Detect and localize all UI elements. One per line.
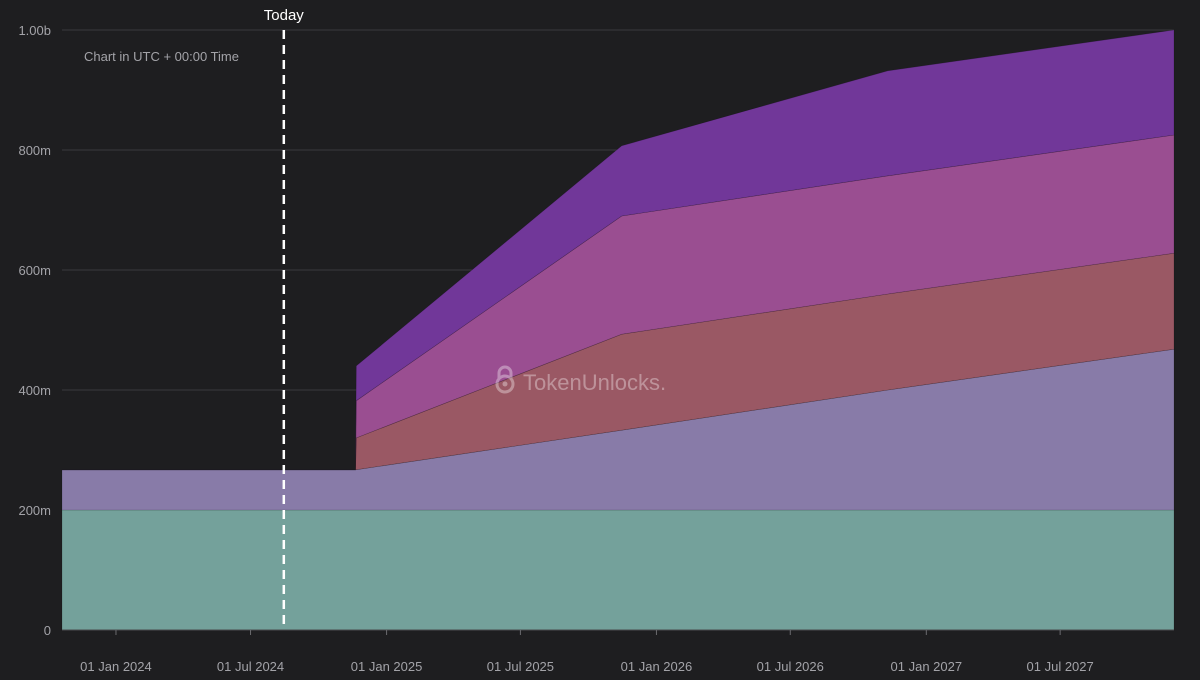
area-layer [61,29,1175,631]
y-tick-label: 0 [44,623,51,638]
chart-timezone-note: Chart in UTC + 00:00 Time [84,49,239,64]
x-tick-label: 01 Jul 2026 [757,659,824,674]
x-tick-label: 01 Jul 2024 [217,659,284,674]
y-tick-label: 200m [18,503,51,518]
x-tick-label: 01 Jul 2025 [487,659,554,674]
y-tick-label: 1.00b [18,23,51,38]
watermark-text: TokenUnlocks. [523,370,666,395]
y-tick-label: 400m [18,383,51,398]
axis-layer: 0 200m 400m 600m 800m 1.00b 01 Jan 2024 01 Jul … [18,23,1174,674]
lock-icon [495,365,515,394]
area-series-5 [62,29,1175,471]
x-tick-label: 01 Jan 2026 [621,659,693,674]
area-series-1 [61,509,1175,631]
x-tick-label: 01 Jan 2024 [80,659,152,674]
area-series-3 [62,252,1175,471]
y-tick-label: 800m [18,143,51,158]
y-tick-label: 600m [18,263,51,278]
x-tick-label: 01 Jul 2027 [1027,659,1094,674]
today-label: Today [264,7,305,24]
x-tick-label: 01 Jan 2025 [351,659,423,674]
today-marker: Today [264,7,305,630]
x-tick-label: 01 Jan 2027 [891,659,963,674]
watermark: TokenUnlocks. [495,365,666,395]
